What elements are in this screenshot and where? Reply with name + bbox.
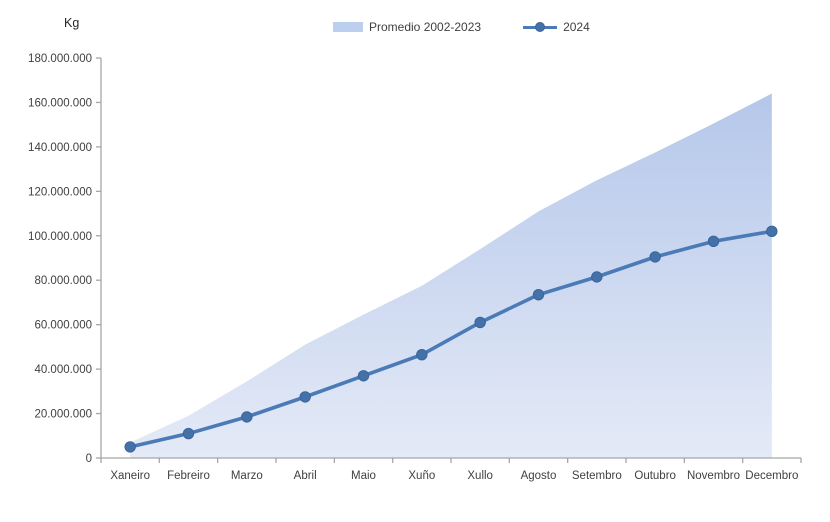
y-axis-tick-label: 80.000.000 bbox=[34, 275, 92, 287]
legend-label-promedio: Promedio 2002-2023 bbox=[369, 20, 482, 34]
chart-legend: Promedio 2002-2023 2024 bbox=[333, 20, 590, 34]
x-axis-label-xaneiro: Xaneiro bbox=[110, 470, 150, 482]
data-point-marker-decembro bbox=[766, 225, 778, 238]
legend-area-swatch-icon bbox=[333, 22, 363, 32]
data-point-marker-maio bbox=[357, 370, 370, 382]
x-axis-label-decembro: Decembro bbox=[745, 470, 798, 482]
data-point-marker-xuño bbox=[416, 348, 428, 361]
x-axis-label-novembro: Novembro bbox=[687, 470, 740, 482]
data-point-marker-novembro bbox=[707, 235, 720, 248]
data-point-marker-xaneiro bbox=[124, 441, 136, 453]
y-axis-tick-label: 120.000.000 bbox=[28, 186, 92, 198]
legend-label-2024: 2024 bbox=[563, 20, 590, 34]
x-axis-label-maio: Maio bbox=[351, 470, 376, 482]
y-axis-unit-label: Kg bbox=[64, 16, 80, 30]
x-axis-label-marzo: Marzo bbox=[231, 470, 263, 482]
y-axis-tick-label: 40.000.000 bbox=[34, 364, 92, 376]
x-axis-label-xullo: Xullo bbox=[467, 470, 493, 482]
data-point-marker-febreiro bbox=[182, 427, 195, 440]
data-point-marker-xullo bbox=[474, 316, 486, 329]
y-axis-tick-label: 60.000.000 bbox=[34, 320, 92, 332]
y-axis-tick-label: 180.000.000 bbox=[28, 53, 92, 65]
data-point-marker-marzo bbox=[241, 411, 253, 423]
series-2024-line bbox=[129, 229, 773, 449]
x-axis-label-outubro: Outubro bbox=[634, 470, 676, 482]
y-axis-tick-label: 160.000.000 bbox=[28, 97, 92, 109]
x-axis-label-xuño: Xuño bbox=[408, 470, 435, 482]
legend-line-marker-icon bbox=[523, 21, 558, 33]
data-point-marker-agosto bbox=[532, 288, 545, 301]
data-point-marker-outubro bbox=[649, 251, 661, 263]
promedio-area-series bbox=[130, 93, 772, 459]
y-axis-tick-label: 0 bbox=[86, 453, 92, 465]
x-axis-label-febreiro: Febreiro bbox=[167, 470, 210, 482]
legend-item-2024: 2024 bbox=[523, 20, 590, 34]
legend-item-promedio: Promedio 2002-2023 bbox=[333, 20, 481, 34]
data-point-marker-setembro bbox=[591, 271, 603, 283]
y-axis-tick-label: 140.000.000 bbox=[28, 142, 92, 154]
x-axis-label-abril: Abril bbox=[294, 470, 317, 482]
x-axis-label-agosto: Agosto bbox=[521, 470, 557, 482]
data-point-marker-abril bbox=[299, 391, 311, 403]
y-axis-tick-label: 100.000.000 bbox=[28, 231, 92, 243]
x-axis-label-setembro: Setembro bbox=[572, 470, 622, 482]
y-axis-tick-label: 20.000.000 bbox=[34, 409, 92, 421]
